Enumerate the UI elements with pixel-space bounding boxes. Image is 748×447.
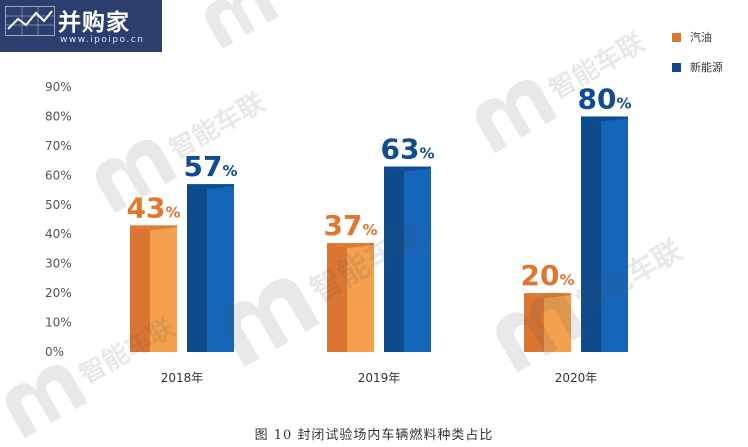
y-tick-label: 70%	[45, 139, 72, 153]
bar-top-gasoline	[327, 243, 374, 249]
bar-top-gasoline	[524, 293, 571, 299]
y-tick-label: 50%	[45, 198, 72, 212]
legend-label-new-energy: 新能源	[690, 61, 723, 74]
bar-bevel-new-energy	[581, 116, 601, 352]
bar-bevel-new-energy	[384, 166, 404, 352]
bar-bevel-gasoline	[130, 225, 150, 352]
chart-legend: 汽油 新能源	[672, 30, 723, 90]
site-logo: 并购家 www.ipoipo.cn	[0, 0, 162, 52]
bar-top-gasoline	[130, 225, 177, 231]
bar-value-label: 57%	[184, 150, 238, 183]
legend-label-gasoline: 汽油	[690, 31, 712, 44]
legend-swatch-gasoline	[672, 32, 681, 42]
bar-top-new-energy	[384, 166, 431, 172]
line-chart-logo-icon	[5, 6, 55, 36]
figure-caption: 图 10 封闭试验场内车辆燃料种类占比	[254, 428, 494, 443]
y-tick-label: 10%	[45, 316, 72, 330]
bar-value-label: 63%	[381, 133, 435, 166]
y-tick-label: 60%	[45, 168, 72, 182]
bar-bevel-gasoline	[524, 293, 544, 352]
y-tick-label: 40%	[45, 227, 72, 241]
bar-top-new-energy	[581, 116, 628, 122]
bar-bevel-gasoline	[327, 243, 347, 352]
y-tick-label: 20%	[45, 286, 72, 300]
y-tick-label: 90%	[45, 80, 72, 94]
y-tick-label: 0%	[45, 345, 64, 359]
bar-top-new-energy	[187, 184, 234, 190]
x-category-label: 2020年	[555, 371, 598, 385]
bar-value-label: 20%	[521, 259, 575, 292]
legend-swatch-new-energy	[672, 62, 681, 72]
bar-value-label: 37%	[324, 209, 378, 242]
bar-bevel-new-energy	[187, 184, 207, 352]
legend-item-gasoline: 汽油	[672, 30, 723, 44]
logo-url: www.ipoipo.cn	[60, 35, 145, 45]
x-category-label: 2019年	[358, 371, 401, 385]
y-tick-label: 30%	[45, 257, 72, 271]
logo-name: 并购家	[58, 10, 130, 36]
legend-item-new-energy: 新能源	[672, 60, 723, 74]
x-category-label: 2018年	[161, 371, 204, 385]
bar-value-label: 43%	[127, 191, 181, 224]
bar-value-label: 80%	[578, 82, 632, 115]
y-tick-label: 80%	[45, 109, 72, 123]
